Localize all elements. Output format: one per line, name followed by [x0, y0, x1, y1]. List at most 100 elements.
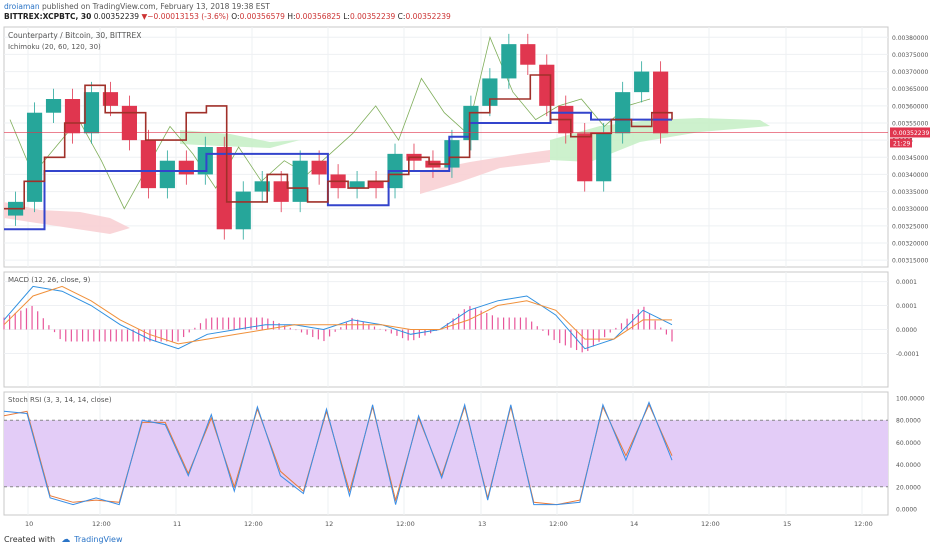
price-pane-title: Counterparty / Bitcoin, 30, BITTREX: [8, 31, 141, 40]
x-tick-label: 13: [478, 520, 486, 528]
ichimoku-cloud-bull: [180, 130, 300, 148]
stoch-k-line: [3, 401, 673, 506]
ichimoku-conversion-line: [4, 74, 673, 210]
author-link[interactable]: droiaman: [4, 2, 40, 11]
candle: [102, 81, 119, 117]
y-tick-label: 0.00355000: [892, 121, 928, 128]
candle: [311, 150, 327, 185]
down-arrow-icon: ▼: [141, 12, 148, 21]
candle-body: [83, 92, 100, 134]
publish-info: published on TradingView.com, February 1…: [42, 2, 270, 11]
y-tick-label: 0.00360000: [892, 103, 928, 110]
candle-body: [216, 147, 232, 230]
stoch-pane-title: Stoch RSI (3, 3, 14, 14, close): [8, 396, 112, 404]
candle: [501, 33, 517, 89]
y-tick-label: 0.00325000: [892, 223, 928, 230]
ichimoku-cloud-bear: [420, 150, 550, 194]
x-tick-label: 12: [325, 520, 333, 528]
candle-body: [235, 191, 251, 230]
y-tick-label: 0.00345000: [892, 155, 928, 162]
close-value: 0.00352239: [405, 12, 451, 21]
candle-body: [596, 133, 612, 182]
created-with: Created with: [4, 535, 56, 544]
candle: [64, 88, 81, 144]
x-tick-label: 10: [25, 520, 33, 528]
tradingview-brand[interactable]: TradingView: [74, 535, 123, 544]
y-tick-label: 0.00330000: [892, 206, 928, 213]
candle-body: [292, 160, 308, 202]
candle: [596, 123, 612, 192]
y-tick-label: -0.0001: [896, 351, 919, 358]
candle-body: [653, 71, 669, 134]
high-label: H:: [287, 12, 296, 21]
x-tick-label: 12:00: [92, 520, 111, 528]
candle: [216, 136, 232, 240]
countdown-label: 21:29: [893, 140, 910, 147]
candle: [140, 129, 156, 199]
y-tick-label: 0.00320000: [892, 241, 928, 248]
y-tick-label: 0.0000: [896, 507, 917, 514]
last-price-tag: [890, 127, 930, 138]
candle-body: [26, 112, 43, 202]
y-tick-label: 80.0000: [896, 418, 921, 425]
candle-body: [102, 92, 119, 106]
candle: [83, 81, 100, 144]
y-tick-label: 100.0000: [896, 396, 925, 403]
countdown-tag: [890, 138, 912, 148]
high-value: 0.00356825: [295, 12, 341, 21]
x-tick-label: 11: [173, 520, 181, 528]
stoch-band: [4, 420, 888, 487]
candle-body: [444, 140, 460, 168]
x-tick-label: 12:00: [396, 520, 415, 528]
candle-body: [178, 160, 194, 175]
y-tick-label: 0.00340000: [892, 172, 928, 179]
symbol-label: BITTREX:XCPBTC, 30: [4, 12, 92, 21]
candle-body: [45, 99, 62, 113]
candle-body: [254, 181, 270, 192]
candle-body: [520, 44, 536, 65]
y-tick-label: 0.00315000: [892, 258, 928, 265]
candle-body: [634, 71, 650, 93]
y-tick-label: 0.00375000: [892, 52, 928, 59]
ohlc-header: BITTREX:XCPBTC, 30 0.00352239 ▼−0.000131…: [4, 12, 451, 21]
candle-body: [121, 105, 138, 141]
candle-body: [140, 140, 156, 189]
x-tick-label: 14: [630, 520, 638, 528]
y-tick-label: 0.0001: [896, 279, 917, 286]
signal-line: [3, 285, 672, 345]
close-label: C:: [397, 12, 406, 21]
publish-header: droiaman published on TradingView.com, F…: [4, 2, 270, 11]
y-tick-label: 0.00335000: [892, 189, 928, 196]
chart-area[interactable]: 10 12:00 11 12:00 12 12:00 13 12:00 14 12:00 15 12:…: [0, 22, 932, 532]
candle: [292, 150, 308, 213]
lagging-span-line: [9, 36, 651, 210]
candle-body: [577, 133, 593, 182]
candle: [349, 171, 365, 199]
candle-body: [349, 181, 365, 189]
open-value: 0.00356579: [239, 12, 285, 21]
candle: [121, 95, 138, 151]
candle: [615, 81, 631, 144]
x-tick-label: 15: [783, 520, 791, 528]
candle: [159, 150, 175, 199]
candle: [368, 171, 384, 199]
tradingview-logo-icon: ☁: [61, 535, 71, 545]
candle-body: [615, 92, 631, 134]
candle: [653, 61, 669, 144]
candle: [577, 123, 593, 192]
candle-body: [273, 181, 289, 202]
x-tick-label: 12:00: [854, 520, 873, 528]
y-tick-label: 20.0000: [896, 484, 921, 491]
candle: [45, 88, 62, 123]
candle-body: [539, 64, 555, 106]
y-tick-label: 0.00380000: [892, 35, 928, 42]
candle-body: [159, 160, 175, 189]
macd-pane-title: MACD (12, 26, close, 9): [8, 276, 91, 284]
candle-body: [311, 160, 327, 175]
low-label: L:: [343, 12, 350, 21]
candle-body: [368, 181, 384, 189]
candle: [26, 102, 43, 213]
y-tick-label: 0.0000: [896, 327, 917, 334]
candle-body: [64, 99, 81, 134]
y-tick-label: 0.00365000: [892, 86, 928, 93]
